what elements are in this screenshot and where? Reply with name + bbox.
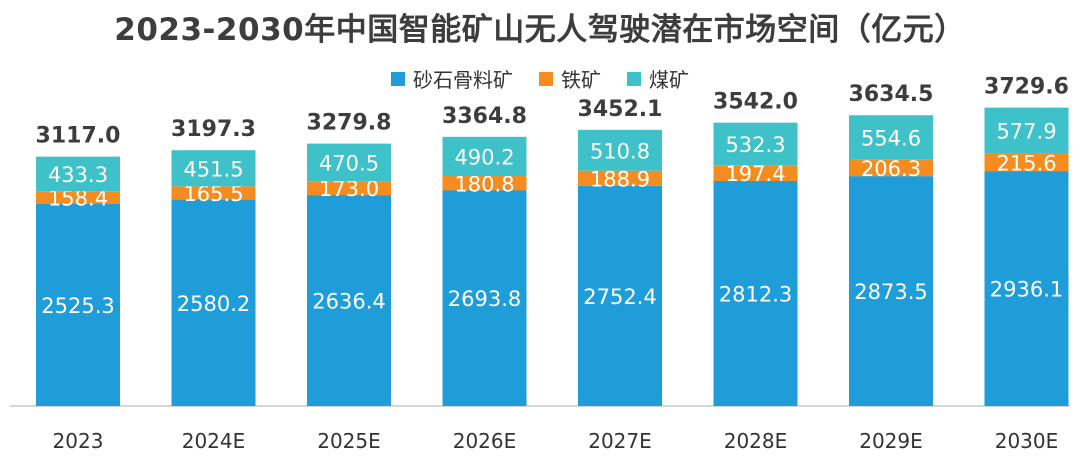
x-tick-label-2029E: 2029E bbox=[859, 429, 923, 453]
data-label-sand-gravel-2025E: 2636.4 bbox=[312, 290, 385, 314]
bar-sand-gravel-2029E bbox=[849, 176, 933, 406]
data-label-sand-gravel-2023: 2525.3 bbox=[41, 294, 114, 318]
bar-coal-2030E bbox=[984, 107, 1069, 154]
data-label-iron-2027E: 188.9 bbox=[590, 167, 650, 191]
total-label-2025E: 3279.8 bbox=[307, 111, 392, 136]
bar-sand-gravel-2026E bbox=[442, 190, 527, 406]
legend-label-sand-gravel: 砂石骨料矿 bbox=[413, 68, 513, 92]
bar-coal-2026E bbox=[442, 136, 527, 177]
legend-swatch-iron bbox=[539, 71, 553, 86]
bar-coal-2023 bbox=[36, 156, 120, 192]
data-label-coal-2028E: 532.3 bbox=[725, 133, 785, 157]
total-label-2029E: 3634.5 bbox=[849, 82, 934, 107]
x-tick-label-2026E: 2026E bbox=[453, 429, 517, 453]
chart-legend: 砂石骨料矿 铁矿 煤矿 bbox=[0, 64, 1080, 93]
total-label-2023: 3117.0 bbox=[36, 124, 121, 149]
total-label-2027E: 3452.1 bbox=[578, 97, 663, 122]
bar-sand-gravel-2030E bbox=[984, 171, 1069, 406]
data-label-iron-2029E: 206.3 bbox=[861, 157, 921, 181]
legend-item-coal: 煤矿 bbox=[627, 64, 689, 93]
bar-coal-2028E bbox=[713, 122, 798, 166]
legend-label-iron: 铁矿 bbox=[561, 68, 601, 92]
bar-coal-2025E bbox=[307, 143, 391, 182]
data-label-coal-2026E: 490.2 bbox=[454, 145, 514, 169]
bar-iron-2028E bbox=[713, 165, 798, 182]
legend-label-coal: 煤矿 bbox=[649, 68, 689, 92]
legend-swatch-coal bbox=[627, 71, 641, 86]
data-label-coal-2024E: 451.5 bbox=[183, 157, 243, 181]
bar-iron-2025E bbox=[307, 181, 391, 196]
bar-iron-2029E bbox=[849, 159, 933, 177]
data-label-iron-2028E: 197.4 bbox=[725, 162, 785, 186]
bar-sand-gravel-2027E bbox=[578, 185, 662, 406]
total-label-2030E: 3729.6 bbox=[984, 75, 1069, 100]
bar-iron-2024E bbox=[171, 186, 256, 200]
chart-title: 2023-2030年中国智能矿山无人驾驶潜在市场空间（亿元） bbox=[114, 12, 966, 48]
bar-coal-2029E bbox=[849, 115, 933, 160]
data-label-iron-2030E: 215.6 bbox=[996, 151, 1056, 175]
bar-sand-gravel-2023 bbox=[36, 203, 120, 406]
data-label-sand-gravel-2027E: 2752.4 bbox=[583, 285, 656, 309]
legend-item-iron: 铁矿 bbox=[539, 64, 601, 93]
x-tick-label-2028E: 2028E bbox=[724, 429, 788, 453]
total-label-2028E: 3542.0 bbox=[713, 90, 798, 115]
legend-item-sand-gravel: 砂石骨料矿 bbox=[391, 64, 513, 93]
data-label-coal-2030E: 577.9 bbox=[996, 120, 1056, 144]
bar-sand-gravel-2028E bbox=[713, 181, 798, 406]
bar-coal-2027E bbox=[578, 129, 662, 171]
x-tick-label-2025E: 2025E bbox=[317, 429, 381, 453]
x-tick-label-2027E: 2027E bbox=[588, 429, 652, 453]
data-label-sand-gravel-2028E: 2812.3 bbox=[719, 283, 792, 307]
data-label-coal-2025E: 470.5 bbox=[319, 151, 379, 175]
bar-iron-2027E bbox=[578, 170, 662, 186]
bar-iron-2026E bbox=[442, 176, 527, 191]
bar-sand-gravel-2025E bbox=[307, 195, 391, 406]
total-label-2024E: 3197.3 bbox=[171, 117, 256, 142]
x-tick-label-2024E: 2024E bbox=[182, 429, 246, 453]
bar-iron-2030E bbox=[984, 153, 1069, 172]
data-label-coal-2023: 433.3 bbox=[48, 163, 108, 187]
data-label-sand-gravel-2030E: 2936.1 bbox=[990, 278, 1063, 302]
data-label-sand-gravel-2029E: 2873.5 bbox=[854, 280, 927, 304]
data-label-sand-gravel-2024E: 2580.2 bbox=[177, 292, 250, 316]
data-label-coal-2029E: 554.6 bbox=[861, 126, 921, 150]
bar-coal-2024E bbox=[171, 150, 256, 187]
x-tick-label-2030E: 2030E bbox=[995, 429, 1059, 453]
bar-iron-2023 bbox=[36, 191, 120, 204]
bar-sand-gravel-2024E bbox=[171, 199, 256, 406]
legend-swatch-sand-gravel bbox=[391, 71, 405, 86]
x-tick-label-2023: 2023 bbox=[53, 429, 104, 453]
data-label-coal-2027E: 510.8 bbox=[590, 139, 650, 163]
data-label-sand-gravel-2026E: 2693.8 bbox=[448, 287, 521, 311]
total-label-2026E: 3364.8 bbox=[442, 104, 527, 129]
data-label-iron-2026E: 180.8 bbox=[454, 172, 514, 196]
